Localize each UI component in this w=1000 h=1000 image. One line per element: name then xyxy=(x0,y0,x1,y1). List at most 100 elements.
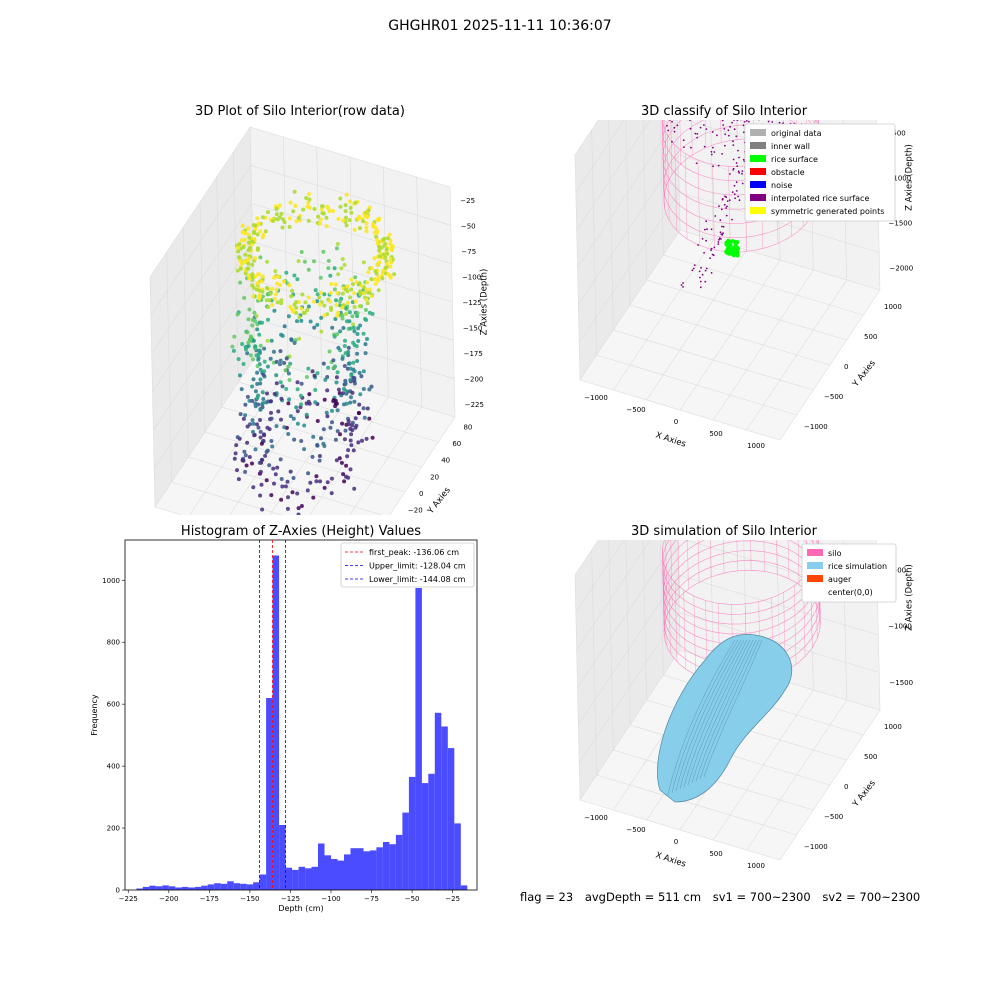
data-point xyxy=(307,205,312,210)
legend-label: Upper_limit: -128.04 cm xyxy=(369,562,466,571)
data-point xyxy=(344,223,349,228)
interpolated-point xyxy=(737,170,740,173)
data-point xyxy=(235,468,239,473)
grid-line xyxy=(576,540,877,651)
data-point xyxy=(346,361,351,366)
histogram-bar xyxy=(136,888,143,890)
y-tick-label: 1000 xyxy=(102,577,120,585)
interpolated-point xyxy=(735,181,738,184)
interpolated-point xyxy=(704,269,707,272)
status-footer: flag = 23 avgDepth = 511 cm sv1 = 700~23… xyxy=(520,890,928,904)
x-tick-label: 500 xyxy=(709,850,722,858)
data-point xyxy=(243,469,248,474)
data-point xyxy=(272,308,277,313)
interpolated-point xyxy=(742,131,745,134)
data-point xyxy=(361,291,366,296)
interpolated-point xyxy=(731,121,733,124)
data-point xyxy=(357,214,362,219)
x-tick-label: 0 xyxy=(674,418,678,426)
data-point xyxy=(253,447,258,452)
data-point xyxy=(293,203,298,208)
data-point xyxy=(338,432,342,437)
data-point xyxy=(361,387,366,391)
data-point xyxy=(256,357,261,362)
data-point xyxy=(245,394,250,399)
data-point xyxy=(254,287,259,292)
interpolated-point xyxy=(721,153,723,155)
histogram-bar xyxy=(363,851,370,890)
data-point xyxy=(298,393,303,398)
data-point xyxy=(247,235,252,240)
legend-swatch xyxy=(750,129,766,136)
data-point xyxy=(251,421,256,426)
data-point xyxy=(325,204,330,209)
x-tick-label: −225 xyxy=(119,895,138,903)
histogram-bar xyxy=(318,843,325,890)
data-point xyxy=(291,309,296,314)
data-point xyxy=(338,299,342,304)
data-point xyxy=(351,360,356,365)
data-point xyxy=(287,283,292,288)
data-point xyxy=(382,236,387,241)
y-axis-label: Y Axies xyxy=(850,778,878,810)
grid-line xyxy=(575,120,625,193)
histogram-bar xyxy=(220,883,228,890)
data-point xyxy=(345,366,350,371)
interpolated-point xyxy=(691,269,694,272)
data-point xyxy=(348,199,353,204)
y-tick-label: −20 xyxy=(408,507,423,515)
y-tick-label: 0 xyxy=(844,363,848,371)
interpolated-point xyxy=(782,122,784,124)
data-point xyxy=(255,370,260,375)
data-point xyxy=(363,351,368,356)
histogram-bar xyxy=(408,776,416,890)
data-point xyxy=(264,400,269,405)
histogram-bar xyxy=(181,886,189,890)
silo-wall-line xyxy=(670,540,673,606)
interpolated-point xyxy=(742,158,745,161)
data-point xyxy=(357,281,362,286)
data-point xyxy=(262,432,266,437)
interpolated-point xyxy=(736,165,739,167)
data-point xyxy=(306,218,311,223)
data-point xyxy=(304,401,309,406)
data-point xyxy=(335,242,340,246)
interpolated-point xyxy=(712,146,714,149)
data-point xyxy=(291,476,296,480)
interpolated-point xyxy=(717,243,720,245)
data-point xyxy=(260,457,265,462)
data-point xyxy=(362,415,367,420)
data-point xyxy=(294,305,299,310)
data-point xyxy=(265,391,269,396)
interpolated-point xyxy=(690,146,692,149)
histogram-legend xyxy=(340,542,475,588)
interpolated-point xyxy=(736,120,739,121)
data-point xyxy=(269,493,274,498)
interpolated-point xyxy=(699,286,702,289)
rice-surface-point xyxy=(730,247,735,252)
interpolated-point xyxy=(767,120,770,123)
legend-label: Lower_limit: -144.08 cm xyxy=(369,575,466,584)
raw-plot-title: 3D Plot of Silo Interior(row data) xyxy=(195,104,405,119)
silo-wall-ring xyxy=(661,540,820,605)
figure-title: GHGHR01 2025-11-11 10:36:07 xyxy=(388,18,612,34)
data-point xyxy=(292,341,297,345)
grid-line xyxy=(576,120,877,231)
grid-line xyxy=(349,176,422,515)
data-point xyxy=(257,296,262,301)
interpolated-point xyxy=(705,220,708,223)
y-tick-label: 0 xyxy=(419,490,423,498)
data-point xyxy=(274,381,279,386)
histogram-bar xyxy=(376,847,383,890)
simulation-plot-title: 3D simulation of Silo Interior xyxy=(631,524,817,539)
data-point xyxy=(288,361,293,366)
data-point xyxy=(251,338,256,343)
data-point xyxy=(304,196,309,200)
data-point xyxy=(247,307,252,312)
data-point xyxy=(313,388,318,392)
data-point xyxy=(303,300,308,305)
data-point xyxy=(275,300,280,305)
data-point xyxy=(342,402,346,407)
data-point xyxy=(377,275,382,280)
data-point xyxy=(250,278,255,282)
